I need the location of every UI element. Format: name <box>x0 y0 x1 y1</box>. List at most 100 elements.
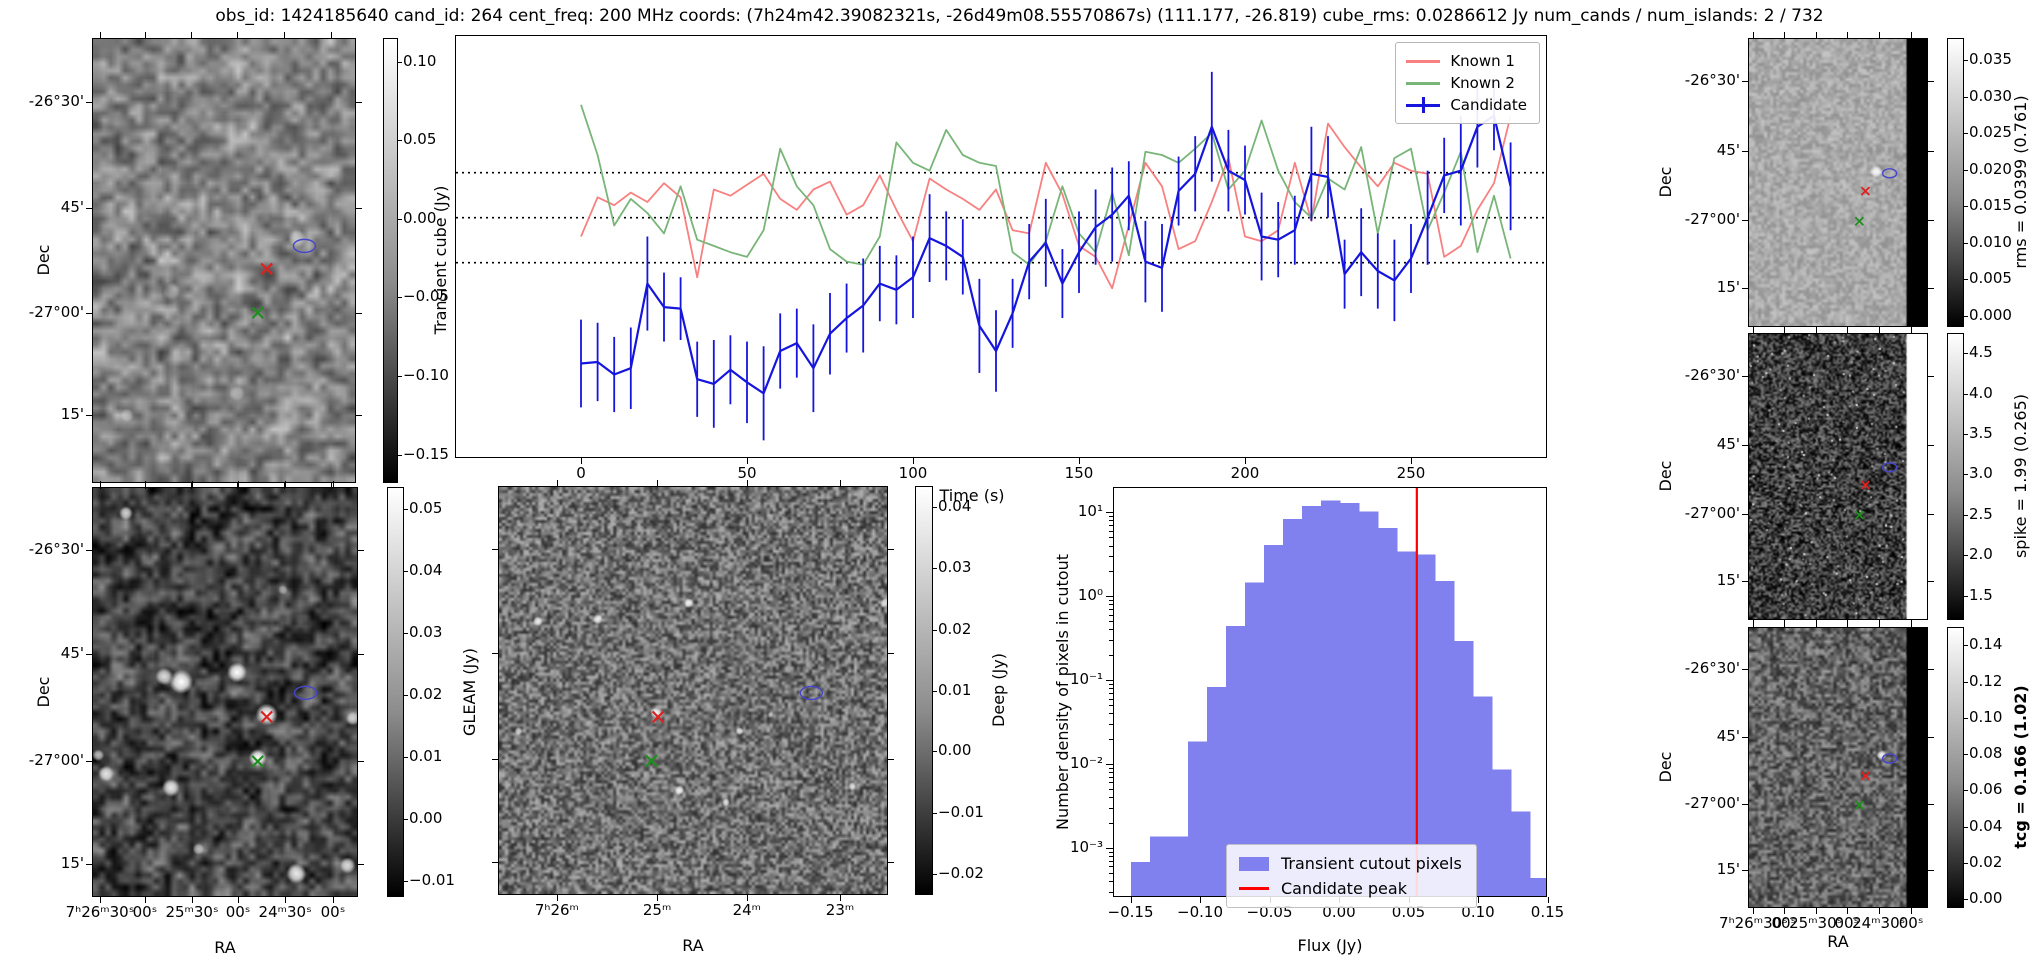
axis-tick <box>1878 908 1880 914</box>
axis-tick <box>1783 908 1785 914</box>
axis-tick <box>358 654 364 656</box>
axis-tick <box>581 458 582 464</box>
colorbar-tick-label: 0.05 <box>409 498 443 517</box>
axis-tick <box>1109 855 1113 857</box>
axis-tick <box>144 897 146 903</box>
panel-spike-image <box>1749 334 1927 619</box>
gleam-colorbar <box>387 487 404 897</box>
axis-tick <box>1109 556 1113 558</box>
colorbar-tick-label: 0.04 <box>1969 816 2003 835</box>
axis-tick <box>1109 713 1113 715</box>
axis-tick <box>657 480 659 486</box>
axis-tick <box>356 207 362 209</box>
axis-tick <box>1964 242 1968 244</box>
axis-tick <box>1964 514 1968 516</box>
histogram-bar <box>1339 503 1360 896</box>
dec-axis-label: Dec <box>1656 751 1675 783</box>
candidate-peak-line-sample <box>1239 887 1269 890</box>
ra-axis-label: RA <box>214 938 236 957</box>
axis-tick <box>1109 807 1113 809</box>
axis-tick <box>913 458 914 464</box>
axis-tick <box>1964 681 1968 683</box>
colorbar-tick-label: 3.5 <box>1969 424 1993 443</box>
legend-entry-known1: Known 1 <box>1406 50 1527 72</box>
axis-tick <box>192 897 194 903</box>
axis-tick <box>236 483 238 489</box>
axis-tick <box>746 895 748 901</box>
axis-tick <box>556 480 558 486</box>
histogram-bar <box>1377 527 1398 896</box>
axis-tick <box>1411 458 1412 464</box>
axis-tick <box>1964 595 1968 597</box>
axis-tick <box>1742 581 1748 583</box>
axis-tick <box>331 483 333 489</box>
colorbar-tick-label: 0.04 <box>409 561 443 580</box>
ra-tick-label: 24ᵐ30ˢ <box>1852 914 1906 932</box>
legend-label-known2: Known 2 <box>1450 74 1515 92</box>
axis-tick <box>404 757 408 759</box>
axis-tick <box>1742 736 1748 738</box>
axis-tick <box>1742 669 1748 671</box>
known2-line-sample <box>1406 75 1441 91</box>
dec-tick-label: -27°00' <box>1684 503 1740 522</box>
dec-tick-label: -27°00' <box>1684 210 1740 229</box>
axis-tick <box>86 760 92 762</box>
axis-tick <box>747 458 748 464</box>
colorbar-tick-label: 0.02 <box>938 619 972 638</box>
axis-tick <box>1106 847 1113 849</box>
axis-tick <box>1109 767 1113 769</box>
histogram-plot <box>1131 488 1546 896</box>
spike-colorbar <box>1947 333 1964 620</box>
colorbar-tick-label: −0.05 <box>403 287 449 306</box>
deep-image-panel <box>498 486 888 895</box>
axis-tick <box>1109 520 1113 522</box>
tcg-colorbar-label: tcg = 0.166 (1.02) <box>2011 685 2030 849</box>
axis-tick <box>86 102 92 104</box>
dec-tick-label: 15' <box>1716 571 1740 590</box>
axis-tick <box>1109 698 1113 700</box>
axis-tick <box>1964 555 1968 557</box>
legend-entry-candidate: Candidate <box>1406 94 1527 116</box>
histogram-bar <box>1150 836 1170 896</box>
colorbar-tick-label: −0.15 <box>403 444 449 463</box>
time-tick-label: 200 <box>1230 464 1260 482</box>
axis-tick <box>404 819 408 821</box>
panel-transient-image <box>93 39 355 482</box>
time-tick-label: 150 <box>1064 464 1094 482</box>
axis-tick <box>1964 393 1968 395</box>
axis-tick <box>86 654 92 656</box>
axis-tick <box>1109 683 1113 685</box>
axis-tick <box>358 760 364 762</box>
axis-tick <box>1109 545 1113 547</box>
axis-tick <box>1783 327 1785 333</box>
histogram-bar <box>1320 500 1341 896</box>
colorbar-tick-label: −0.01 <box>409 871 455 890</box>
legend-entry-candidate-peak: Candidate peak <box>1239 876 1462 901</box>
time-tick-label: 50 <box>737 464 757 482</box>
colorbar-tick-label: 0.035 <box>1969 49 2012 68</box>
axis-tick <box>398 297 402 299</box>
histogram-bar <box>1207 686 1227 896</box>
colorbar-tick-label: 0.14 <box>1969 635 2003 654</box>
ra-tick-label: 24ᵐ <box>732 901 762 919</box>
axis-tick <box>1753 32 1755 38</box>
axis-tick <box>1109 609 1113 611</box>
axis-tick <box>1109 797 1113 799</box>
axis-tick <box>1964 717 1968 719</box>
axis-tick <box>1964 862 1968 864</box>
panel-deep-image <box>499 487 887 894</box>
colorbar-tick-label: 1.5 <box>1969 585 1993 604</box>
axis-tick <box>1109 654 1113 656</box>
axis-tick <box>746 480 748 486</box>
axis-tick <box>1964 279 1968 281</box>
lightcurve-panel: Known 1 Known 2 Candidate <box>455 35 1547 458</box>
axis-tick <box>1911 621 1913 627</box>
lightcurve-legend: Known 1 Known 2 Candidate <box>1395 42 1540 124</box>
density-tick-label: 10⁻² <box>1069 753 1103 772</box>
axis-tick <box>86 864 92 866</box>
histogram-bar <box>1131 861 1151 896</box>
dec-tick-label: -26°30' <box>1684 366 1740 385</box>
axis-tick <box>99 897 101 903</box>
colorbar-tick-label: 0.03 <box>938 558 972 577</box>
axis-tick <box>1106 596 1113 598</box>
